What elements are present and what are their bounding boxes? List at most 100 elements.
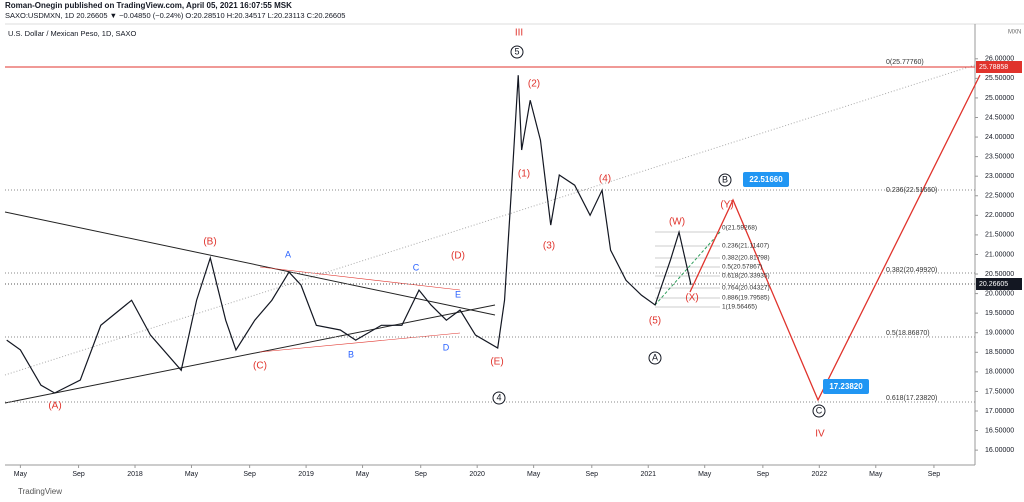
x-tick-label: Sep <box>72 471 85 478</box>
footer <box>0 482 1024 502</box>
x-tick-label: Sep <box>757 471 770 478</box>
triangle-upper <box>4 211 496 316</box>
target-badge <box>743 172 789 187</box>
target-badge-label: 17.23820 <box>829 382 863 391</box>
y-tick-label: 17.50000 <box>985 388 1014 395</box>
price-badge-label: 25.78858 <box>979 64 1008 71</box>
wave-label: A <box>285 249 291 259</box>
fib-small-label: 0.886(19.79585) <box>722 295 770 302</box>
currency: MXN <box>1008 30 1021 36</box>
wedge-line <box>259 266 461 291</box>
wave-label: (W) <box>669 217 685 228</box>
y-tick-label: 19.50000 <box>985 310 1014 317</box>
x-tick-label: May <box>869 471 883 478</box>
y-tick-label: 23.50000 <box>985 153 1014 160</box>
y-tick-label: 26.00000 <box>985 56 1014 63</box>
wave-label: (1) <box>518 169 530 180</box>
y-tick-label: 17.00000 <box>985 408 1014 415</box>
y-tick-label: 24.50000 <box>985 114 1014 121</box>
wave-label: D <box>443 342 450 352</box>
y-tick-label: 21.50000 <box>985 232 1014 239</box>
fib-small-label: 0.382(20.81798) <box>722 255 770 262</box>
footer-logo: TradingView <box>18 487 62 496</box>
fib-label: 0.236(22.51660) <box>886 187 937 194</box>
x-tick-label: 2019 <box>298 471 314 478</box>
fib-small-label: 0.764(20.04327) <box>722 285 770 292</box>
fib-label: 0(25.77760) <box>886 59 924 66</box>
y-tick-label: 16.50000 <box>985 427 1014 434</box>
fib-small-label: 0(21.59268) <box>722 225 757 232</box>
x-tick-label: Sep <box>586 471 599 478</box>
x-tick-label: Sep <box>414 471 427 478</box>
wave-label: (2) <box>528 79 540 90</box>
wave-label: IV <box>815 429 825 440</box>
wave-label: 5 <box>514 46 519 56</box>
price-badge <box>976 61 1022 73</box>
wave-label: (X) <box>685 293 698 304</box>
y-tick-label: 18.00000 <box>985 369 1014 376</box>
x-tick-label: May <box>185 471 199 478</box>
x-tick-label: May <box>356 471 370 478</box>
target-badge-label: 22.51660 <box>749 175 783 184</box>
y-tick-label: 22.50000 <box>985 193 1014 200</box>
wave-label: (3) <box>543 241 555 252</box>
y-tick-label: 16.00000 <box>985 447 1014 454</box>
wave-label: (5) <box>649 316 661 327</box>
fib-small-lines <box>655 231 720 308</box>
y-tick-label: 24.00000 <box>985 134 1014 141</box>
price-line <box>6 75 692 394</box>
wave-label: (A) <box>48 401 61 412</box>
y-tick-label: 19.00000 <box>985 330 1014 337</box>
wave-label: (B) <box>203 237 216 248</box>
fib-small-label: 0.5(20.57867) <box>722 264 762 271</box>
wave-label: (4) <box>599 174 611 185</box>
wave-projection <box>689 74 981 402</box>
x-tick-label: Sep <box>928 471 941 478</box>
wave-circle <box>648 351 662 365</box>
y-tick-label: 20.00000 <box>985 290 1014 297</box>
wave-label: (E) <box>490 357 503 368</box>
wave-label: (Y) <box>720 200 733 211</box>
y-tick-label: 25.50000 <box>985 75 1014 82</box>
price-badge-label: 20.26605 <box>979 281 1008 288</box>
wave-circle <box>492 391 506 405</box>
x-tick-label: May <box>527 471 541 478</box>
wave-label: C <box>816 405 823 415</box>
wave-circle <box>812 404 826 418</box>
wave-label: E <box>455 289 461 299</box>
x-tick-label: May <box>698 471 712 478</box>
x-tick-label: 2021 <box>640 471 656 478</box>
x-tick-label: 2020 <box>469 471 485 478</box>
chart-title: U.S. Dollar / Mexican Peso, 1D, SAXO <box>8 29 137 38</box>
fib-small-label: 0.236(21.11407) <box>722 243 769 250</box>
wave-label: B <box>348 349 354 359</box>
wave-circle <box>510 45 524 59</box>
wave-circle <box>718 173 732 187</box>
wave-label: A <box>652 352 658 362</box>
fib-label: 0.5(18.86870) <box>886 330 930 337</box>
wave-label: C <box>413 262 420 272</box>
wave-label: III <box>515 28 523 39</box>
y-tick-label: 23.00000 <box>985 173 1014 180</box>
y-tick-label: 21.00000 <box>985 251 1014 258</box>
y-tick-label: 20.50000 <box>985 271 1014 278</box>
y-tick-label: 18.50000 <box>985 349 1014 356</box>
x-tick-label: 2018 <box>127 471 143 478</box>
projection <box>654 231 721 306</box>
triangle-lower <box>4 304 496 404</box>
y-tick-label: 22.00000 <box>985 212 1014 219</box>
wave-label: (D) <box>451 251 465 262</box>
target-badge <box>823 379 869 394</box>
wave-label: 4 <box>496 392 501 402</box>
wave-label: (C) <box>253 361 267 372</box>
fib-small-label: 1(19.56465) <box>722 304 757 311</box>
fib-label: 0.618(17.23820) <box>886 395 937 402</box>
x-tick-label: 2022 <box>812 471 828 478</box>
wave-label: B <box>722 174 728 184</box>
x-tick-label: May <box>14 471 28 478</box>
publisher: Roman-Onegin published on TradingView.co… <box>5 1 292 10</box>
fib-label: 0.382(20.49920) <box>886 267 937 274</box>
wedge-line <box>259 332 461 353</box>
